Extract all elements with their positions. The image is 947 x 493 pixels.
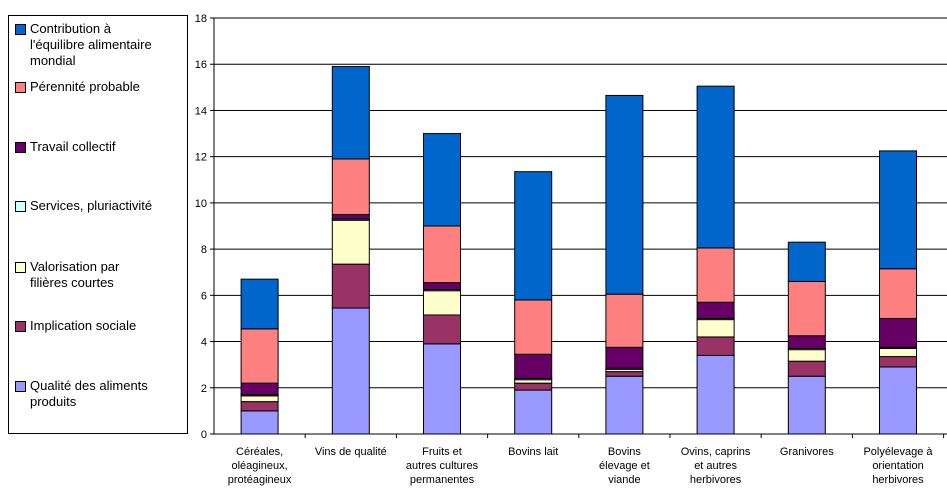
legend-item: Implication sociale: [15, 318, 187, 334]
category-label: Granivores: [780, 446, 834, 458]
legend-label: Valorisation par filières courtes: [30, 259, 120, 290]
bar-segment-1: [423, 343, 461, 435]
legend-label: Implication sociale: [30, 318, 137, 333]
bar-segment-7: [331, 66, 370, 160]
legend-swatch: [15, 82, 26, 93]
y-tick-label: 14: [195, 105, 207, 117]
legend-label: Contribution à l'équilibre alimentaire mon…: [30, 21, 152, 68]
category-label: autres cultures: [406, 460, 479, 472]
bar-segment-7: [514, 171, 553, 301]
legend-label: Travail collectif: [30, 139, 116, 154]
bar-segment-3: [240, 395, 279, 403]
y-tick-label: 6: [201, 290, 207, 302]
category-label: Fruits et: [422, 446, 462, 458]
legend-swatch: [15, 24, 26, 35]
bar-segment-3: [514, 379, 553, 384]
category-label: oléagineux,: [231, 460, 287, 472]
category-label: Polyélevage à: [863, 446, 933, 458]
category-label: Céréales,: [236, 446, 283, 458]
category-label: herbivores: [690, 474, 742, 486]
bar-segment-6: [423, 225, 461, 284]
bar-segment-5: [240, 382, 279, 396]
legend-swatch: [15, 381, 26, 392]
category-label: et autres: [694, 460, 737, 472]
bar-segment-5: [423, 282, 461, 291]
bar-segment-7: [696, 85, 735, 249]
bar-segment-7: [240, 278, 279, 330]
bar-segment-2: [423, 314, 461, 345]
legend-swatch: [15, 262, 26, 273]
bar-segment-1: [696, 354, 735, 435]
bar-segment-3: [696, 319, 735, 338]
bar-segment-7: [787, 241, 826, 282]
category-label: permanentes: [410, 474, 475, 486]
bar-segment-7: [879, 150, 917, 270]
bar-segment-2: [787, 360, 826, 377]
bar-segment-6: [787, 280, 826, 337]
bar-segment-6: [331, 158, 370, 215]
category-label: orientation: [872, 460, 923, 472]
legend-item: Qualité des aliments produits: [15, 378, 187, 410]
y-tick-label: 18: [195, 13, 207, 25]
bar-segment-1: [514, 389, 553, 435]
category-label: herbivores: [872, 474, 924, 486]
legend-item: Services, pluriactivité: [15, 198, 187, 214]
bar-segment-5: [787, 335, 826, 349]
bar-segment-5: [605, 346, 644, 369]
category-label: protéagineux: [228, 474, 292, 486]
bar-segment-6: [696, 247, 735, 303]
bar-segment-1: [240, 410, 279, 435]
bar-segment-6: [605, 293, 644, 348]
bar-segment-3: [787, 349, 826, 362]
y-tick-label: 2: [201, 383, 207, 395]
category-label: viande: [608, 474, 640, 486]
legend-item: Travail collectif: [15, 139, 187, 155]
y-tick-label: 0: [201, 429, 207, 441]
bar-segment-1: [605, 375, 644, 435]
y-tick-label: 12: [195, 152, 207, 164]
bar-segment-5: [331, 213, 370, 220]
y-tick-label: 10: [195, 198, 207, 210]
bar-segment-6: [514, 299, 553, 355]
legend-swatch: [15, 142, 26, 153]
bar-segment-1: [331, 307, 370, 435]
bar-segment-5: [879, 317, 917, 348]
bar-segment-2: [879, 356, 917, 368]
bar-segment-3: [331, 219, 370, 265]
bar-segment-2: [331, 263, 370, 309]
bar-segment-1: [787, 375, 826, 435]
y-tick-label: 16: [195, 59, 207, 71]
category-label: Ovins, caprins: [681, 446, 751, 458]
category-label: élevage et: [599, 460, 650, 472]
bar-segment-7: [423, 133, 461, 227]
category-label: Bovins: [608, 446, 642, 458]
category-label: Vins de qualité: [315, 446, 387, 458]
bar-segment-3: [423, 290, 461, 316]
legend-label: Qualité des aliments produits: [30, 378, 148, 409]
y-tick-label: 8: [201, 244, 207, 256]
bar-segment-2: [605, 371, 644, 377]
category-label: Bovins lait: [508, 446, 558, 458]
y-tick-label: 4: [201, 337, 207, 349]
bar-segment-7: [605, 94, 644, 295]
bar-segment-5: [514, 353, 553, 380]
bar-segment-2: [240, 401, 279, 412]
legend-item: Valorisation par filières courtes: [15, 259, 187, 291]
legend-item: Pérennité probable: [15, 79, 187, 95]
legend-swatch: [15, 201, 26, 212]
bar-segment-2: [514, 382, 553, 391]
bar-segment-2: [696, 336, 735, 356]
legend-item: Contribution à l'équilibre alimentaire mon…: [15, 21, 187, 69]
legend-label: Pérennité probable: [30, 79, 140, 94]
bar-segment-1: [879, 366, 917, 435]
bar-segment-6: [879, 268, 917, 319]
legend-swatch: [15, 321, 26, 332]
chart-legend: Contribution à l'équilibre alimentaire mon…: [8, 15, 188, 434]
bar-segment-3: [879, 347, 917, 358]
bar-segment-5: [696, 301, 735, 319]
legend-label: Services, pluriactivité: [30, 198, 153, 213]
bar-segment-6: [240, 328, 279, 384]
